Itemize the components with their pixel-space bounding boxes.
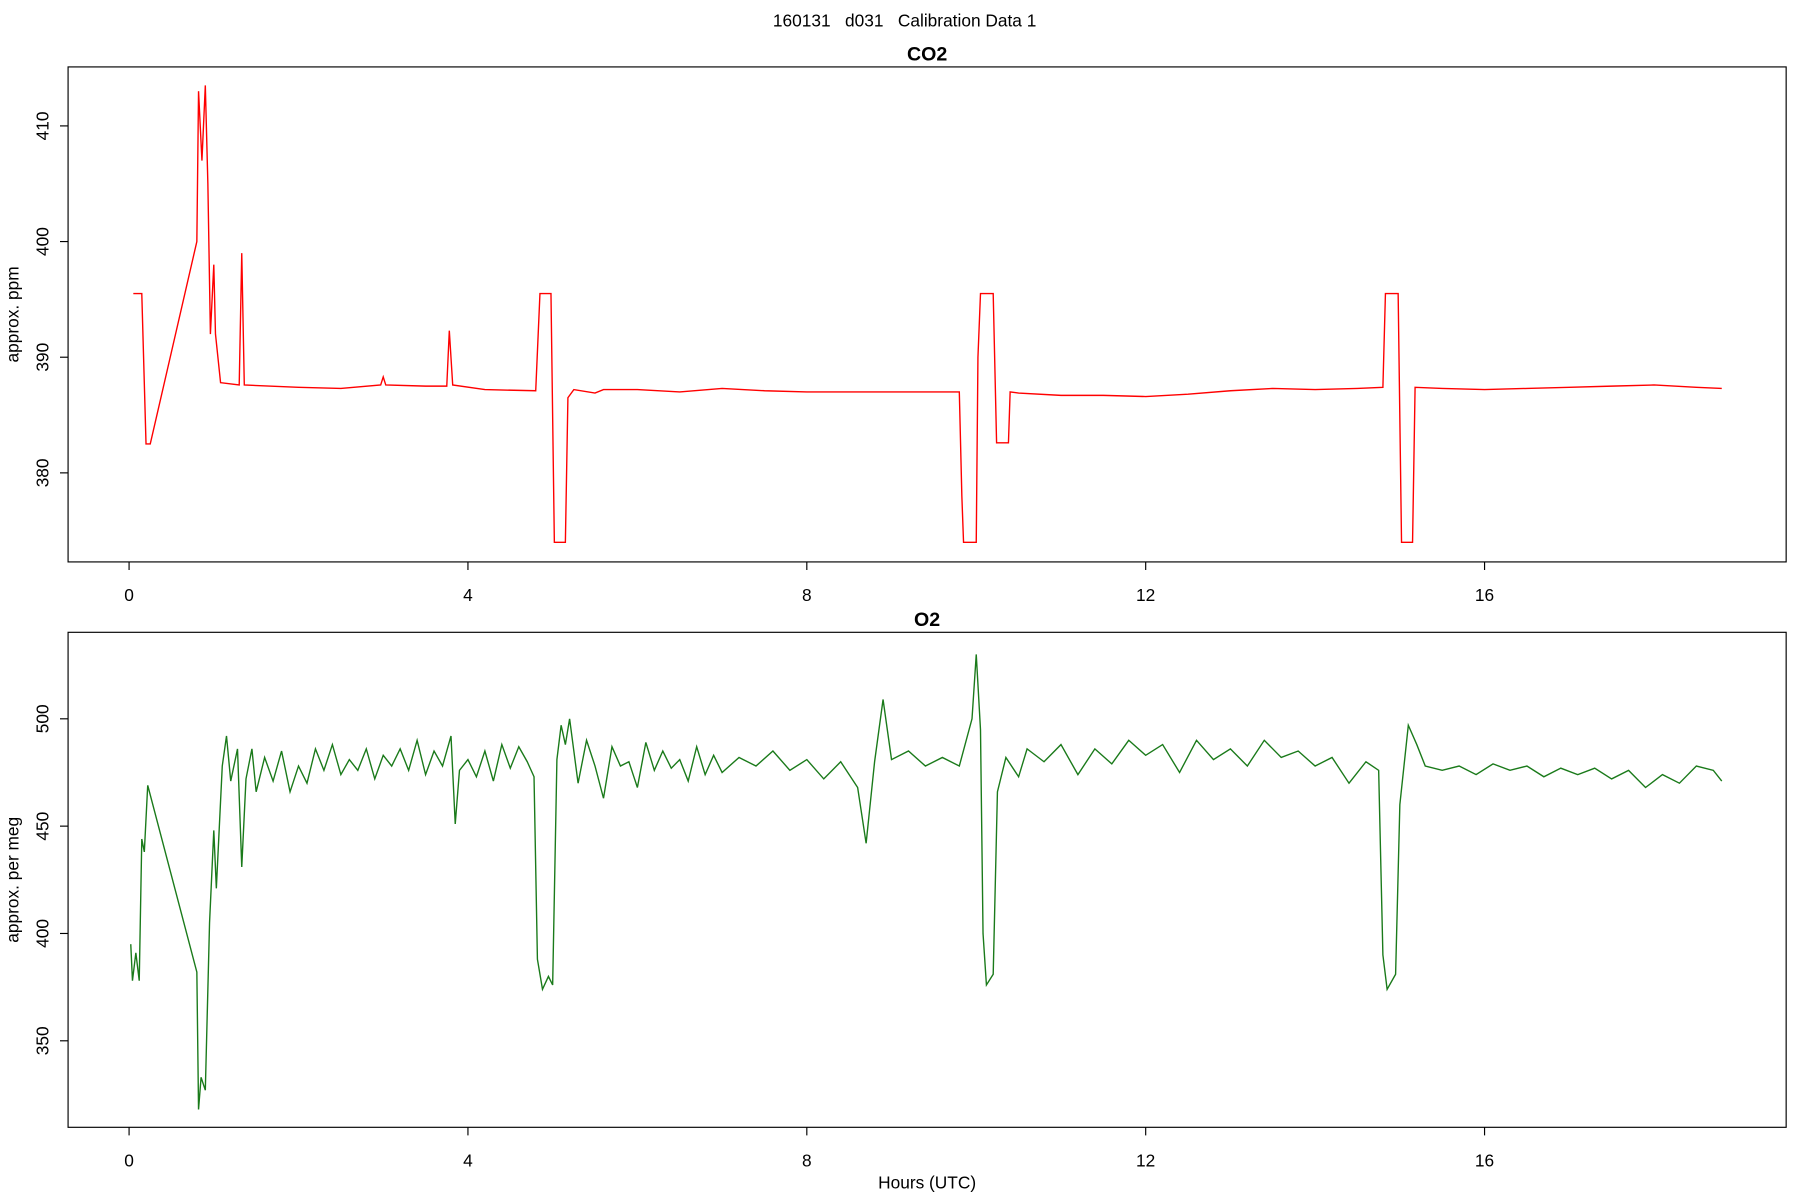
panel-title: CO2 xyxy=(907,44,947,66)
x-tick-label: 8 xyxy=(802,585,812,605)
x-axis-label: Hours (UTC) xyxy=(878,1172,976,1192)
plot-frame xyxy=(67,631,1787,1128)
figure-title: 160131 d031 Calibration Data 1 xyxy=(773,10,1036,30)
x-tick-label: 4 xyxy=(463,1150,473,1170)
y-tick-label: 450 xyxy=(32,812,52,841)
x-tick-label: 4 xyxy=(463,585,473,605)
x-tick-label: 12 xyxy=(1136,585,1155,605)
x-tick-label: 16 xyxy=(1475,585,1494,605)
plot-frame xyxy=(67,66,1787,563)
y-tick-label: 410 xyxy=(32,111,52,140)
data-line xyxy=(130,654,1723,1110)
x-tick-label: 0 xyxy=(124,1150,134,1170)
y-axis-label: approx. per meg xyxy=(2,817,22,943)
panel-title: O2 xyxy=(914,609,940,631)
y-tick-label: 500 xyxy=(32,704,52,733)
x-tick-label: 0 xyxy=(124,585,134,605)
x-tick-label: 12 xyxy=(1136,1150,1155,1170)
y-axis-label: approx. ppm xyxy=(2,266,22,362)
x-tick-label: 16 xyxy=(1475,1150,1494,1170)
y-tick-label: 350 xyxy=(32,1026,52,1055)
y-tick-label: 400 xyxy=(32,227,52,256)
x-tick-label: 8 xyxy=(802,1150,812,1170)
data-line xyxy=(133,85,1722,543)
y-tick-label: 400 xyxy=(32,919,52,948)
y-tick-label: 390 xyxy=(32,343,52,372)
y-tick-label: 380 xyxy=(32,458,52,487)
